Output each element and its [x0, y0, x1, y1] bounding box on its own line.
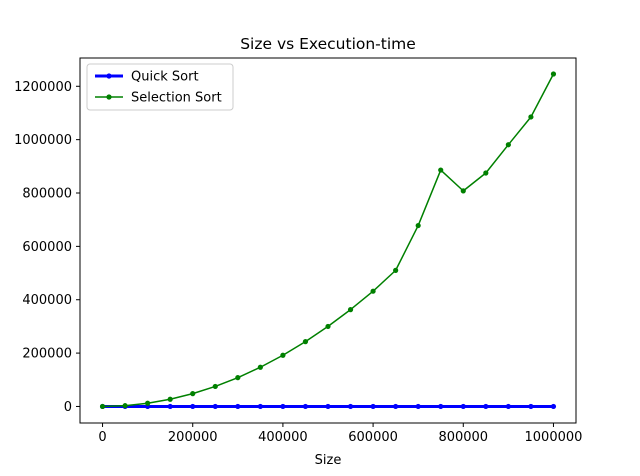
data-point-0-5 — [212, 403, 218, 410]
y-tick-label-6: 1200000 — [14, 80, 72, 95]
data-point-0-3 — [167, 403, 173, 410]
data-point-1-3 — [167, 396, 173, 402]
y-tick-label-4: 800000 — [22, 187, 72, 202]
data-point-1-6 — [235, 375, 241, 381]
data-point-1-20 — [550, 71, 557, 77]
x-axis-label: Size — [315, 453, 342, 468]
data-point-1-0 — [99, 403, 106, 410]
x-tick-label-0: 0 — [98, 430, 106, 445]
data-point-1-18 — [505, 142, 511, 148]
data-point-1-2 — [145, 400, 151, 406]
data-point-0-8 — [280, 403, 286, 410]
data-point-0-17 — [483, 403, 489, 410]
legend-label-1: Selection Sort — [131, 91, 222, 106]
x-tick-label-3: 600000 — [348, 430, 398, 445]
x-tick-label-1: 200000 — [168, 430, 218, 445]
data-point-0-18 — [505, 403, 511, 410]
data-point-1-17 — [483, 170, 489, 176]
data-point-0-14 — [415, 403, 421, 410]
data-point-1-16 — [460, 188, 466, 194]
plot-area: 0 200000 400000 600000 800000 1000000 0 200000 4… — [14, 57, 583, 445]
data-point-0-11 — [347, 403, 354, 410]
y-tick-label-2: 400000 — [22, 293, 72, 308]
y-tick-label-0: 0 — [64, 400, 72, 415]
x-tick-label-4: 800000 — [438, 430, 488, 445]
x-tick-label-5: 1000000 — [525, 430, 583, 445]
y-tick-label-3: 600000 — [22, 240, 72, 255]
data-point-0-9 — [302, 403, 309, 410]
data-point-1-1 — [122, 403, 128, 409]
y-tick-label-1: 200000 — [22, 347, 72, 362]
chart-title: Size vs Execution-time — [240, 35, 416, 53]
data-point-1-11 — [347, 307, 354, 313]
data-point-0-6 — [235, 403, 241, 410]
legend-marker-1 — [106, 94, 112, 100]
data-point-1-4 — [190, 391, 196, 397]
data-point-1-8 — [280, 352, 286, 358]
legend-box — [86, 63, 234, 111]
data-point-0-4 — [190, 403, 196, 410]
data-point-1-7 — [257, 364, 263, 370]
data-point-1-14 — [415, 222, 421, 229]
legend-label-0: Quick Sort — [131, 70, 199, 85]
data-point-0-16 — [460, 403, 466, 410]
data-point-0-15 — [438, 403, 444, 410]
data-point-0-10 — [325, 403, 331, 410]
data-point-0-13 — [393, 403, 399, 410]
y-tick-label-5: 1000000 — [14, 133, 72, 148]
data-point-0-20 — [550, 403, 557, 410]
data-point-0-19 — [528, 403, 534, 410]
data-point-0-7 — [257, 403, 263, 410]
data-point-1-15 — [438, 167, 444, 173]
x-tick-label-2: 400000 — [258, 430, 308, 445]
data-point-1-19 — [528, 114, 534, 120]
plot-frame — [79, 57, 577, 424]
data-point-1-5 — [212, 383, 218, 390]
legend-marker-0 — [106, 73, 112, 79]
data-point-0-12 — [370, 403, 376, 410]
data-point-1-12 — [370, 288, 376, 294]
data-point-1-9 — [302, 339, 309, 345]
data-point-1-10 — [325, 323, 331, 330]
data-point-1-13 — [393, 267, 399, 273]
